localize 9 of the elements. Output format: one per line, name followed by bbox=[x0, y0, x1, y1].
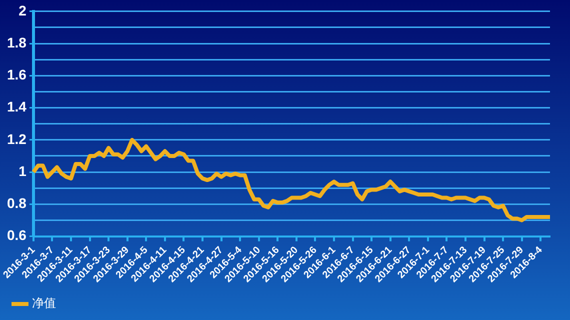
y-tick-label: 1.8 bbox=[6, 34, 27, 50]
legend-label: 净值 bbox=[32, 296, 56, 310]
y-tick-label: 1.2 bbox=[6, 130, 27, 147]
y-tick-label: 0.8 bbox=[6, 195, 27, 212]
y-tick-label: 2 bbox=[18, 2, 27, 18]
y-tick-label: 0.6 bbox=[6, 227, 27, 244]
y-tick-label: 1 bbox=[18, 162, 27, 179]
y-tick-label: 1.6 bbox=[6, 66, 27, 83]
y-tick-label: 1.4 bbox=[6, 98, 27, 115]
